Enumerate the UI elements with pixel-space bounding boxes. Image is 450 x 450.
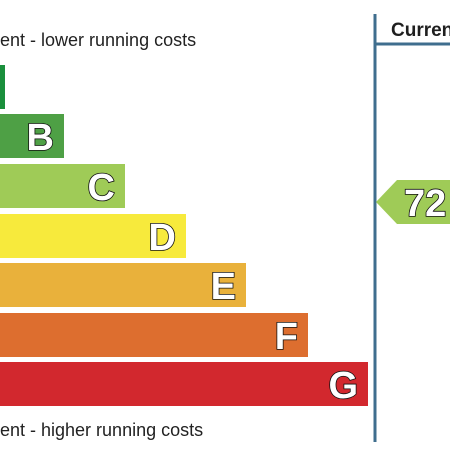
band-bar xyxy=(0,214,186,258)
band-letter: C xyxy=(88,167,115,209)
column-title: Curren xyxy=(391,20,450,41)
top-note: ent - lower running costs xyxy=(0,30,196,50)
bottom-note: ent - higher running costs xyxy=(0,420,203,440)
band-letter: D xyxy=(149,217,176,259)
band-bar xyxy=(0,65,5,109)
band-letter: F xyxy=(275,316,298,358)
band-letter: E xyxy=(211,266,236,308)
band-bar xyxy=(0,114,64,158)
band-bar xyxy=(0,263,246,307)
current-arrow xyxy=(376,180,450,224)
band-bar xyxy=(0,362,368,406)
current-rating: 72 xyxy=(404,183,446,225)
band-letter: B xyxy=(27,117,54,159)
band-bar xyxy=(0,313,308,357)
band-letter: G xyxy=(328,365,358,407)
band-bar xyxy=(0,164,125,208)
